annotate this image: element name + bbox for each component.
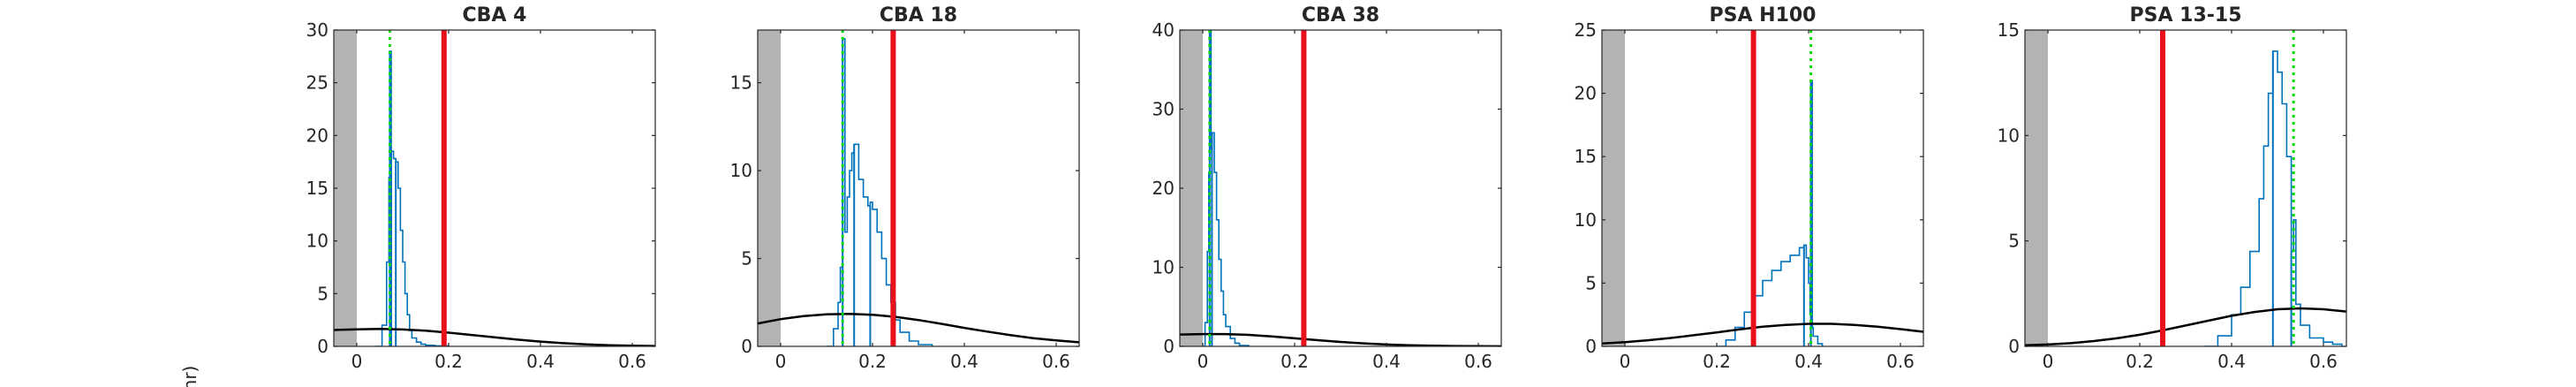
x-tick-label: 0.2 — [1280, 351, 1309, 372]
y-tick-label: 5 — [317, 283, 329, 304]
x-tick-label: 0 — [2043, 351, 2054, 372]
y-tick-label: 15 — [1998, 19, 2020, 41]
y-axis-label-fragment: nr) — [179, 366, 200, 387]
plot-area — [758, 30, 1079, 346]
x-tick-label: 0.4 — [526, 351, 555, 372]
y-tick-label: 25 — [1575, 19, 1597, 41]
panel-1: 0 0.2 0.4 0.6 0 5 10 15 20 25 30 CBA 4 — [306, 4, 656, 372]
y-tick-label: 30 — [306, 19, 329, 41]
x-tick-label: 0.6 — [1886, 351, 1915, 372]
histogram-series — [2203, 50, 2343, 346]
y-tick-label: 10 — [730, 160, 752, 181]
prior-curve — [334, 328, 655, 346]
plot-area — [334, 30, 655, 346]
x-tick-label: 0.4 — [1372, 351, 1401, 372]
prior-curve — [1602, 322, 1923, 345]
axes-box — [2024, 29, 2347, 347]
axes-box — [1601, 29, 1924, 347]
histogram-series — [1717, 80, 1824, 346]
y-tick-label: 20 — [1575, 83, 1597, 104]
x-tick-label: 0 — [1620, 351, 1631, 372]
y-tick-label: 10 — [306, 231, 329, 252]
x-tick-label: 0 — [351, 351, 363, 372]
y-tick-label: 10 — [1152, 257, 1175, 278]
y-tick-label: 15 — [730, 72, 752, 94]
x-tick-label: 0.2 — [2126, 351, 2154, 372]
x-tick-label: 0.6 — [1464, 351, 1492, 372]
y-tick-label: 15 — [306, 178, 329, 199]
x-tick-label: 0 — [775, 351, 787, 372]
y-tick-label: 0 — [741, 336, 752, 357]
y-tick-label: 10 — [1575, 209, 1597, 231]
prior-curve — [2025, 307, 2346, 346]
panel-title: PSA 13-15 — [2129, 4, 2241, 27]
y-tick-label: 10 — [1998, 125, 2020, 146]
panel-4: 0 0.2 0.4 0.6 0 5 10 15 20 25 PSA H100 — [1575, 4, 1924, 372]
excluded-region — [1180, 30, 1203, 346]
x-tick-label: 0.6 — [2309, 351, 2338, 372]
panel-2: 0 0.2 0.4 0.6 0 5 10 15 CBA 18 — [730, 4, 1080, 372]
panel-5: 0 0.2 0.4 0.6 0 5 10 15 PSA 13-15 — [1998, 4, 2347, 372]
y-tick-label: 15 — [1575, 146, 1597, 167]
x-tick-label: 0.4 — [2217, 351, 2246, 372]
excluded-region — [758, 30, 781, 346]
x-tick-label: 0.4 — [950, 351, 978, 372]
excluded-region — [2025, 30, 2048, 346]
y-tick-label: 5 — [2008, 231, 2020, 252]
y-tick-label: 30 — [1152, 99, 1175, 120]
y-tick-label: 0 — [1585, 336, 1597, 357]
y-tick-label: 20 — [306, 125, 329, 146]
panel-title: CBA 4 — [463, 4, 527, 27]
x-tick-label: 0.4 — [1794, 351, 1823, 372]
y-tick-label: 0 — [317, 336, 329, 357]
axes-box — [757, 29, 1080, 347]
y-tick-label: 20 — [1152, 178, 1175, 199]
prior-curve — [758, 312, 1079, 344]
panel-3: 0 0.2 0.4 0.6 0 10 20 30 40 CBA 38 — [1152, 4, 1502, 372]
plot-area — [1180, 30, 1501, 346]
panel-title: PSA H100 — [1710, 4, 1817, 27]
excluded-region — [334, 30, 357, 346]
x-tick-label: 0.2 — [858, 351, 887, 372]
y-tick-label: 0 — [2008, 336, 2020, 357]
x-tick-label: 0.6 — [1042, 351, 1070, 372]
panel-title: CBA 38 — [1302, 4, 1379, 27]
x-tick-label: 0.2 — [434, 351, 463, 372]
panel-title: CBA 18 — [880, 4, 957, 27]
x-tick-label: 0.2 — [1703, 351, 1731, 372]
x-tick-label: 0.6 — [618, 351, 646, 372]
y-tick-label: 5 — [741, 248, 752, 269]
y-tick-label: 5 — [1585, 272, 1597, 293]
excluded-region — [1602, 30, 1625, 346]
plot-area — [1602, 30, 1923, 346]
plot-area — [2025, 30, 2346, 346]
y-tick-label: 0 — [1163, 336, 1175, 357]
x-tick-label: 0 — [1197, 351, 1209, 372]
y-tick-label: 25 — [306, 72, 329, 94]
y-tick-label: 40 — [1152, 19, 1175, 41]
